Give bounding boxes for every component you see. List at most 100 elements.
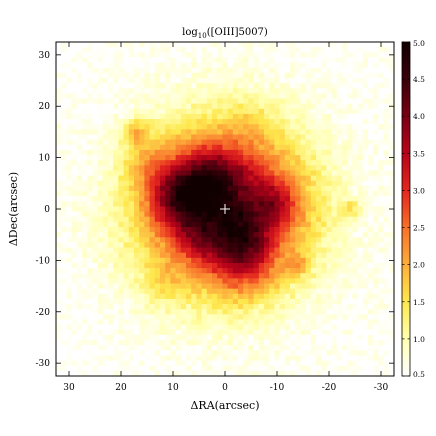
heatmap-cell	[128, 160, 135, 166]
heatmap-cell	[305, 309, 312, 315]
heatmap-cell	[97, 319, 104, 326]
heatmap-cell	[258, 314, 265, 321]
heatmap-cell	[108, 42, 114, 48]
heatmap-cell	[258, 340, 265, 346]
heatmap-cell	[368, 149, 374, 156]
heatmap-cell	[357, 129, 364, 136]
heatmap-cell	[300, 211, 307, 218]
heatmap-cell	[305, 221, 312, 228]
heatmap-cell	[238, 175, 244, 182]
heatmap-cell	[373, 309, 379, 315]
heatmap-cell	[144, 221, 151, 228]
heatmap-cell	[222, 345, 229, 351]
heatmap-cell	[191, 262, 197, 269]
heatmap-cell	[206, 314, 213, 321]
heatmap-cell	[368, 134, 374, 141]
heatmap-cell	[196, 124, 203, 130]
heatmap-cell	[352, 304, 359, 310]
heatmap-cell	[186, 226, 192, 233]
heatmap-cell	[331, 149, 338, 156]
heatmap-cell	[258, 226, 265, 233]
heatmap-cell	[383, 370, 390, 377]
heatmap-cell	[347, 134, 353, 141]
heatmap-cell	[170, 216, 177, 223]
heatmap-cell	[373, 206, 379, 213]
heatmap-cell	[305, 113, 312, 120]
heatmap-cell	[108, 144, 114, 151]
heatmap-cell	[248, 262, 255, 269]
heatmap-cell	[362, 52, 369, 59]
heatmap-cell	[82, 191, 88, 197]
heatmap-cell	[108, 67, 114, 74]
heatmap-cell	[66, 144, 73, 151]
heatmap-cell	[316, 134, 322, 141]
heatmap-cell	[71, 83, 78, 89]
heatmap-cell	[113, 62, 119, 69]
heatmap-cell	[108, 314, 114, 321]
heatmap-cell	[87, 257, 93, 264]
heatmap-cell	[92, 206, 99, 213]
heatmap-cell	[264, 309, 270, 315]
heatmap-cell	[352, 62, 359, 69]
heatmap-cell	[113, 52, 119, 59]
heatmap-cell	[71, 298, 78, 305]
heatmap-cell	[368, 67, 374, 74]
heatmap-cell	[66, 283, 73, 290]
heatmap-cell	[321, 134, 327, 141]
heatmap-cell	[222, 324, 229, 331]
heatmap-cell	[243, 350, 249, 357]
heatmap-cell	[206, 185, 213, 192]
heatmap-cell	[357, 293, 364, 300]
heatmap-cell	[264, 47, 270, 53]
heatmap-cell	[284, 221, 291, 228]
heatmap-cell	[128, 314, 135, 321]
heatmap-cell	[326, 180, 333, 187]
heatmap-cell	[347, 175, 353, 182]
heatmap-cell	[269, 88, 275, 94]
heatmap-cell	[128, 370, 135, 377]
heatmap-cell	[258, 247, 265, 254]
heatmap-cell	[66, 98, 73, 105]
heatmap-cell	[357, 72, 364, 79]
heatmap-cell	[362, 201, 369, 208]
heatmap-cell	[362, 88, 369, 94]
heatmap-cell	[154, 252, 161, 259]
heatmap-cell	[191, 324, 197, 331]
heatmap-cell	[378, 196, 385, 202]
heatmap-cell	[56, 191, 62, 197]
heatmap-cell	[284, 201, 291, 208]
heatmap-cell	[134, 262, 140, 269]
heatmap-cell	[61, 242, 67, 249]
heatmap-cell	[388, 242, 395, 249]
heatmap-cell	[102, 67, 109, 74]
heatmap-cell	[295, 155, 301, 161]
heatmap-cell	[134, 83, 140, 89]
heatmap-cell	[144, 365, 151, 372]
heatmap-cell	[227, 273, 234, 279]
heatmap-cell	[217, 304, 223, 310]
heatmap-cell	[186, 273, 192, 279]
heatmap-cell	[227, 165, 234, 172]
heatmap-cell	[258, 165, 265, 172]
heatmap-cell	[284, 185, 291, 192]
heatmap-cell	[217, 350, 223, 357]
heatmap-cell	[336, 206, 343, 213]
heatmap-cell	[165, 160, 171, 166]
heatmap-cell	[290, 134, 296, 141]
heatmap-cell	[61, 288, 67, 295]
heatmap-cell	[368, 57, 374, 64]
heatmap-cell	[212, 113, 218, 120]
heatmap-cell	[373, 88, 379, 94]
heatmap-cell	[217, 268, 223, 274]
heatmap-cell	[347, 370, 353, 377]
y-tick-label: 20	[39, 102, 51, 112]
heatmap-cell	[336, 370, 343, 377]
heatmap-cell	[154, 72, 161, 79]
y-axis-label: ΔDec(arcsec)	[7, 172, 20, 246]
heatmap-cell	[102, 304, 109, 310]
heatmap-cell	[170, 252, 177, 259]
heatmap-cell	[222, 288, 229, 295]
heatmap-cell	[139, 201, 145, 208]
heatmap-cell	[305, 288, 312, 295]
heatmap-cell	[310, 252, 317, 259]
